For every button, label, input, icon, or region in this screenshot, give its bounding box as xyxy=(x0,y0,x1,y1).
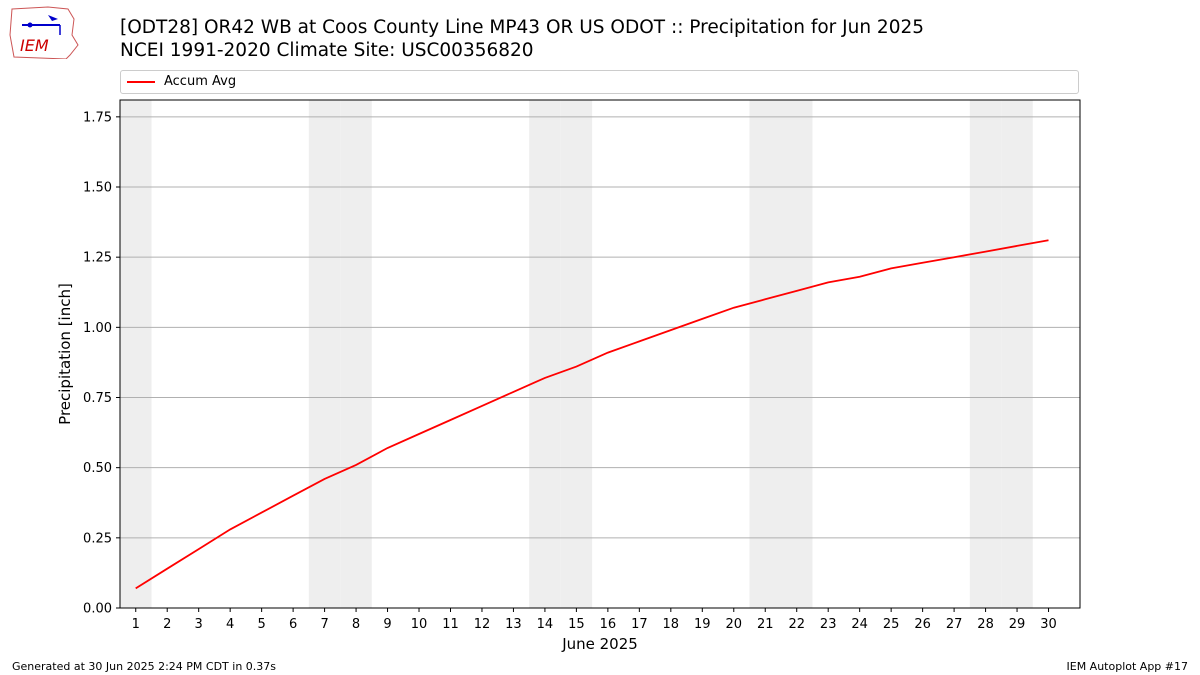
x-tick-label-16: 17 xyxy=(631,617,648,632)
x-tick-label-21: 22 xyxy=(788,617,805,632)
y-tick-label-3: 0.75 xyxy=(83,391,112,406)
x-tick-label-14: 15 xyxy=(568,617,585,632)
legend: Accum Avg xyxy=(120,70,1079,94)
y-tick-label-6: 1.50 xyxy=(83,181,112,196)
weekend-shade-14 xyxy=(529,100,561,608)
legend-label-accum-avg: Accum Avg xyxy=(164,74,237,89)
x-tick-label-6: 7 xyxy=(320,617,328,632)
weekend-shade-1 xyxy=(120,100,152,608)
plot-frame xyxy=(119,99,1081,609)
x-tick-label-7: 8 xyxy=(352,617,360,632)
weekend-shade-15 xyxy=(560,100,593,608)
weekend-shade-29 xyxy=(1001,100,1033,608)
x-tick-label-27: 28 xyxy=(977,617,994,632)
x-tick-label-25: 26 xyxy=(914,617,931,632)
logo-text: IEM xyxy=(20,36,49,55)
x-tick-label-11: 12 xyxy=(474,617,491,632)
x-tick-label-13: 14 xyxy=(537,617,554,632)
x-axis-label: June 2025 xyxy=(561,635,638,653)
legend-line-swatch xyxy=(127,81,155,83)
x-tick-label-22: 23 xyxy=(820,617,837,632)
x-tick-label-17: 18 xyxy=(663,617,680,632)
x-tick-label-19: 20 xyxy=(725,617,742,632)
generated-footer: Generated at 30 Jun 2025 2:24 PM CDT in … xyxy=(12,660,277,673)
y-tick-label-0: 0.00 xyxy=(83,602,112,617)
weekend-shade-22 xyxy=(780,100,813,608)
x-tick-label-4: 5 xyxy=(257,617,265,632)
x-tick-label-26: 27 xyxy=(946,617,963,632)
y-tick-label-4: 1.00 xyxy=(83,321,112,336)
chart-subtitle: NCEI 1991-2020 Climate Site: USC00356820 xyxy=(120,40,534,61)
weekend-shade-8 xyxy=(340,100,372,608)
y-tick-label-1: 0.25 xyxy=(83,531,112,546)
y-axis-label: Precipitation [inch] xyxy=(56,283,74,425)
x-tick-label-0: 1 xyxy=(132,617,140,632)
x-tick-label-3: 4 xyxy=(226,617,234,632)
series-line-0 xyxy=(135,239,1049,590)
x-tick-label-29: 30 xyxy=(1040,617,1057,632)
y-tick-label-7: 1.75 xyxy=(83,110,112,125)
y-tick-label-2: 0.50 xyxy=(83,461,112,476)
x-tick-label-9: 10 xyxy=(411,617,428,632)
x-tick-label-1: 2 xyxy=(163,617,171,632)
iem-logo: IEM xyxy=(9,6,79,59)
x-tick-label-12: 13 xyxy=(505,617,522,632)
weekend-shade-28 xyxy=(969,100,1002,608)
x-tick-label-2: 3 xyxy=(195,617,203,632)
x-tick-label-28: 29 xyxy=(1009,617,1026,632)
x-tick-label-18: 19 xyxy=(694,617,711,632)
x-tick-label-8: 9 xyxy=(383,617,391,632)
app-footer: IEM Autoplot App #17 xyxy=(1066,660,1189,673)
x-tick-label-20: 21 xyxy=(757,617,774,632)
weekend-shade-21 xyxy=(749,100,781,608)
x-tick-label-23: 24 xyxy=(851,617,868,632)
chart-title: [ODT28] OR42 WB at Coos County Line MP43… xyxy=(120,17,925,38)
weekend-shade-7 xyxy=(308,100,341,608)
y-tick-label-5: 1.25 xyxy=(83,251,112,266)
x-tick-label-5: 6 xyxy=(289,617,297,632)
x-tick-label-10: 11 xyxy=(442,617,459,632)
x-tick-label-15: 16 xyxy=(600,617,617,632)
x-tick-label-24: 25 xyxy=(883,617,900,632)
